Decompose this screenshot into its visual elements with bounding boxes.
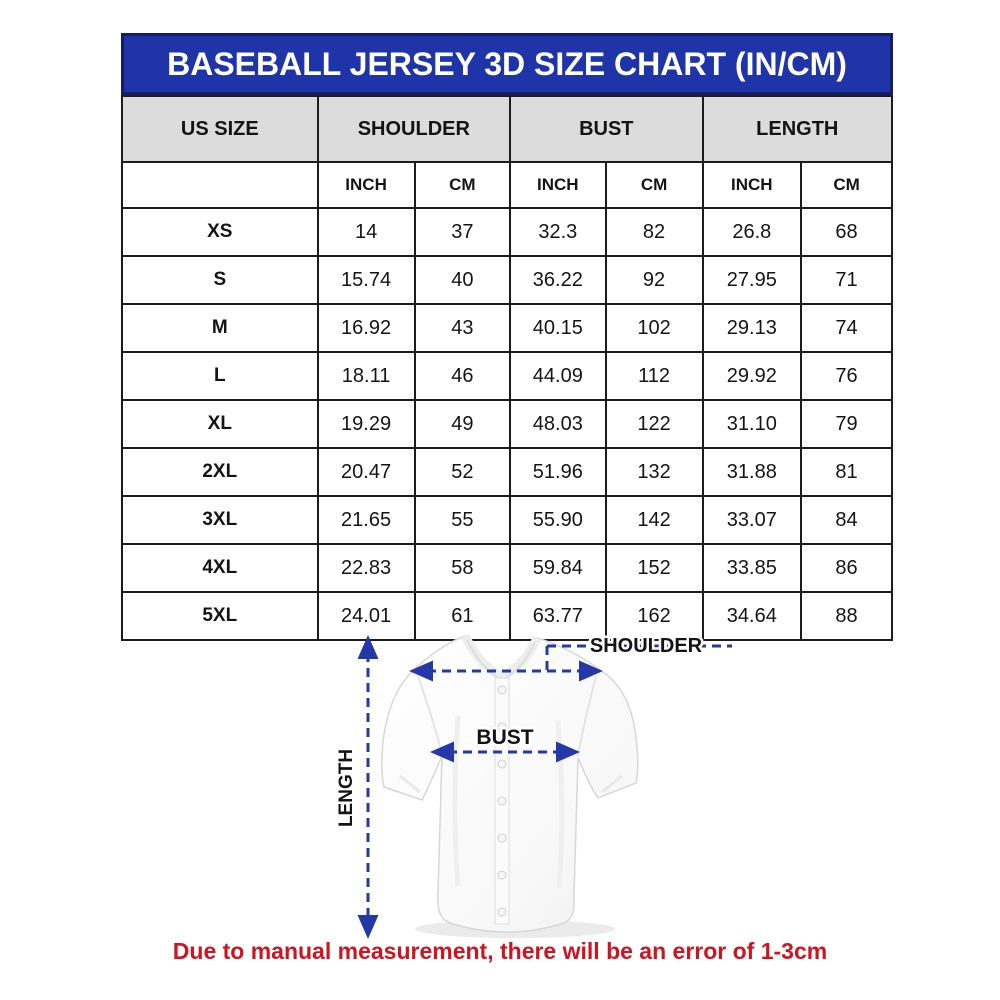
value-cell: 52: [413, 447, 512, 497]
jersey-body: [381, 635, 639, 933]
bust-label: BUST: [476, 726, 533, 749]
title-banner: BASEBALL JERSEY 3D SIZE CHART (IN/CM): [121, 33, 893, 95]
unit-header: INCH: [701, 161, 803, 209]
value-cell: 37: [413, 207, 512, 257]
table-row-2xl: 2XL 20.47 52 51.96 132 31.88 81: [121, 447, 893, 497]
page-title: BASEBALL JERSEY 3D SIZE CHART (IN/CM): [167, 45, 847, 82]
value-cell: 29.13: [701, 303, 803, 353]
size-cell: L: [121, 351, 319, 401]
jersey-buttons: [497, 685, 507, 917]
value-cell: 44.09: [509, 351, 607, 401]
value-cell: 26.8: [701, 207, 803, 257]
value-cell: 29.92: [701, 351, 803, 401]
unit-header: INCH: [509, 161, 607, 209]
size-cell: XS: [121, 207, 319, 257]
unit-header: INCH: [316, 161, 416, 209]
value-cell: 18.11: [316, 351, 416, 401]
shoulder-label: SHOULDER: [590, 635, 703, 657]
value-cell: 82: [604, 207, 704, 257]
column-header-us-size: US SIZE: [121, 95, 319, 163]
table-row-xl: XL 19.29 49 48.03 122 31.10 79: [121, 399, 893, 449]
jersey-measurement-diagram: SHOULDER BUST LENGTH: [334, 633, 732, 939]
table-row-4xl: 4XL 22.83 58 59.84 152 33.85 86: [121, 543, 893, 593]
value-cell: 31.88: [701, 447, 803, 497]
size-cell: 4XL: [121, 543, 319, 593]
value-cell: 86: [800, 543, 893, 593]
measurement-disclaimer: Due to manual measurement, there will be…: [172, 938, 828, 964]
value-cell: 33.07: [701, 495, 803, 545]
size-cell: 2XL: [121, 447, 319, 497]
table-row-s: S 15.74 40 36.22 92 27.95 71: [121, 255, 893, 305]
value-cell: 59.84: [509, 543, 607, 593]
column-header-length: LENGTH: [701, 95, 894, 163]
value-cell: 31.10: [701, 399, 803, 449]
value-cell: 84: [800, 495, 893, 545]
value-cell: 71: [800, 255, 893, 305]
table-row-5xl: 5XL 24.01 61 63.77 162 34.64 88: [121, 591, 893, 641]
size-cell: M: [121, 303, 319, 353]
value-cell: 92: [604, 255, 704, 305]
unit-header-row: INCH CM INCH CM INCH CM: [121, 161, 893, 209]
size-cell: S: [121, 255, 319, 305]
size-cell: XL: [121, 399, 319, 449]
value-cell: 34.64: [701, 591, 803, 641]
value-cell: 81: [800, 447, 893, 497]
value-cell: 68: [800, 207, 893, 257]
value-cell: 63.77: [509, 591, 607, 641]
value-cell: 142: [604, 495, 704, 545]
value-cell: 27.95: [701, 255, 803, 305]
table-row-l: L 18.11 46 44.09 112 29.92 76: [121, 351, 893, 401]
value-cell: 15.74: [316, 255, 416, 305]
value-cell: 102: [604, 303, 704, 353]
value-cell: 46: [413, 351, 512, 401]
column-header-bust: BUST: [509, 95, 704, 163]
value-cell: 40.15: [509, 303, 607, 353]
value-cell: 36.22: [509, 255, 607, 305]
table-row-3xl: 3XL 21.65 55 55.90 142 33.07 84: [121, 495, 893, 545]
value-cell: 19.29: [316, 399, 416, 449]
value-cell: 24.01: [316, 591, 416, 641]
value-cell: 152: [604, 543, 704, 593]
value-cell: 58: [413, 543, 512, 593]
unit-header-blank: [121, 161, 319, 209]
value-cell: 122: [604, 399, 704, 449]
value-cell: 43: [413, 303, 512, 353]
table-header-row: US SIZE SHOULDER BUST LENGTH: [121, 95, 894, 163]
value-cell: 32.3: [509, 207, 607, 257]
value-cell: 74: [800, 303, 893, 353]
table-row-m: M 16.92 43 40.15 102 29.13 74: [121, 303, 893, 353]
table-row-xs: XS 14 37 32.3 82 26.8 68: [121, 207, 893, 257]
length-label: LENGTH: [336, 749, 357, 827]
value-cell: 76: [800, 351, 893, 401]
value-cell: 162: [604, 591, 704, 641]
column-header-shoulder: SHOULDER: [316, 95, 512, 163]
value-cell: 33.85: [701, 543, 803, 593]
jersey-image: [381, 633, 639, 938]
unit-header: CM: [604, 161, 704, 209]
value-cell: 22.83: [316, 543, 416, 593]
value-cell: 132: [604, 447, 704, 497]
value-cell: 48.03: [509, 399, 607, 449]
value-cell: 20.47: [316, 447, 416, 497]
value-cell: 79: [800, 399, 893, 449]
unit-header: CM: [413, 161, 512, 209]
size-cell: 5XL: [121, 591, 319, 641]
value-cell: 88: [800, 591, 893, 641]
value-cell: 40: [413, 255, 512, 305]
value-cell: 112: [604, 351, 704, 401]
value-cell: 16.92: [316, 303, 416, 353]
value-cell: 49: [413, 399, 512, 449]
value-cell: 55: [413, 495, 512, 545]
size-cell: 3XL: [121, 495, 319, 545]
value-cell: 51.96: [509, 447, 607, 497]
size-table: US SIZE SHOULDER BUST LENGTH INCH CM INC…: [121, 95, 894, 641]
unit-header: CM: [800, 161, 893, 209]
value-cell: 14: [316, 207, 416, 257]
value-cell: 21.65: [316, 495, 416, 545]
value-cell: 55.90: [509, 495, 607, 545]
